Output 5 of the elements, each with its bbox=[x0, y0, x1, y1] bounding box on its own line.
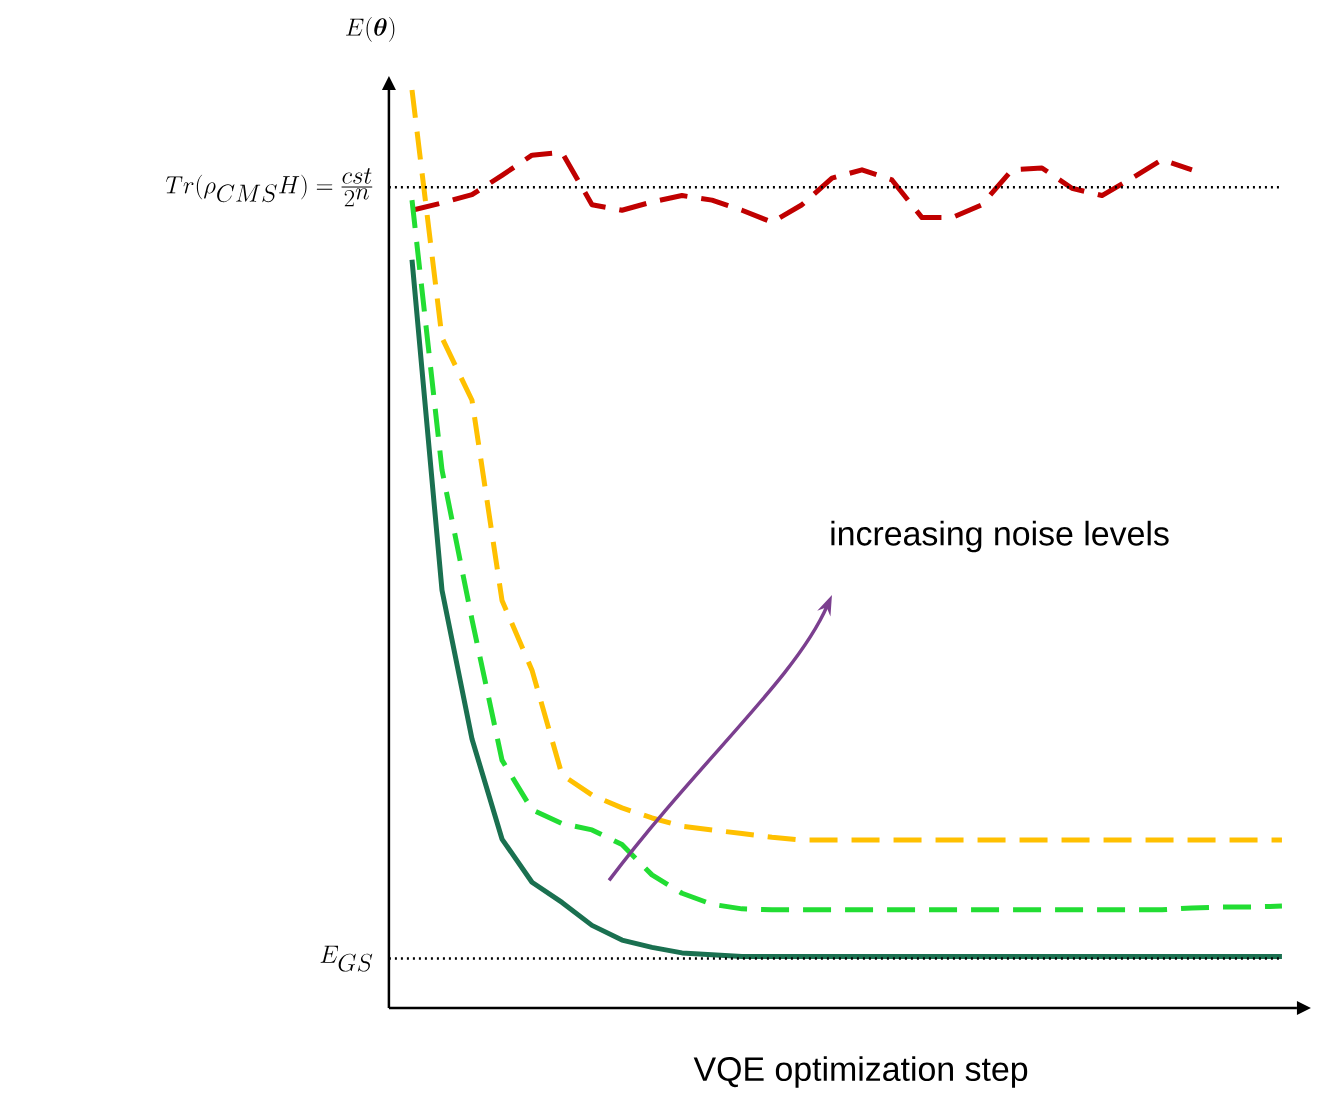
ref-line-label: $Tr(\rho_{CMS}H)=\frac{cst}{2^{n}}$ bbox=[165, 167, 373, 207]
y-axis-title: $E(\boldsymbol{\theta})$ bbox=[346, 17, 395, 42]
annotation: increasing noise levels bbox=[831, 520, 1169, 553]
ref-line-label: $E_{GS}$ bbox=[320, 945, 373, 972]
x-axis-title: VQE optimization step bbox=[693, 1056, 1028, 1088]
